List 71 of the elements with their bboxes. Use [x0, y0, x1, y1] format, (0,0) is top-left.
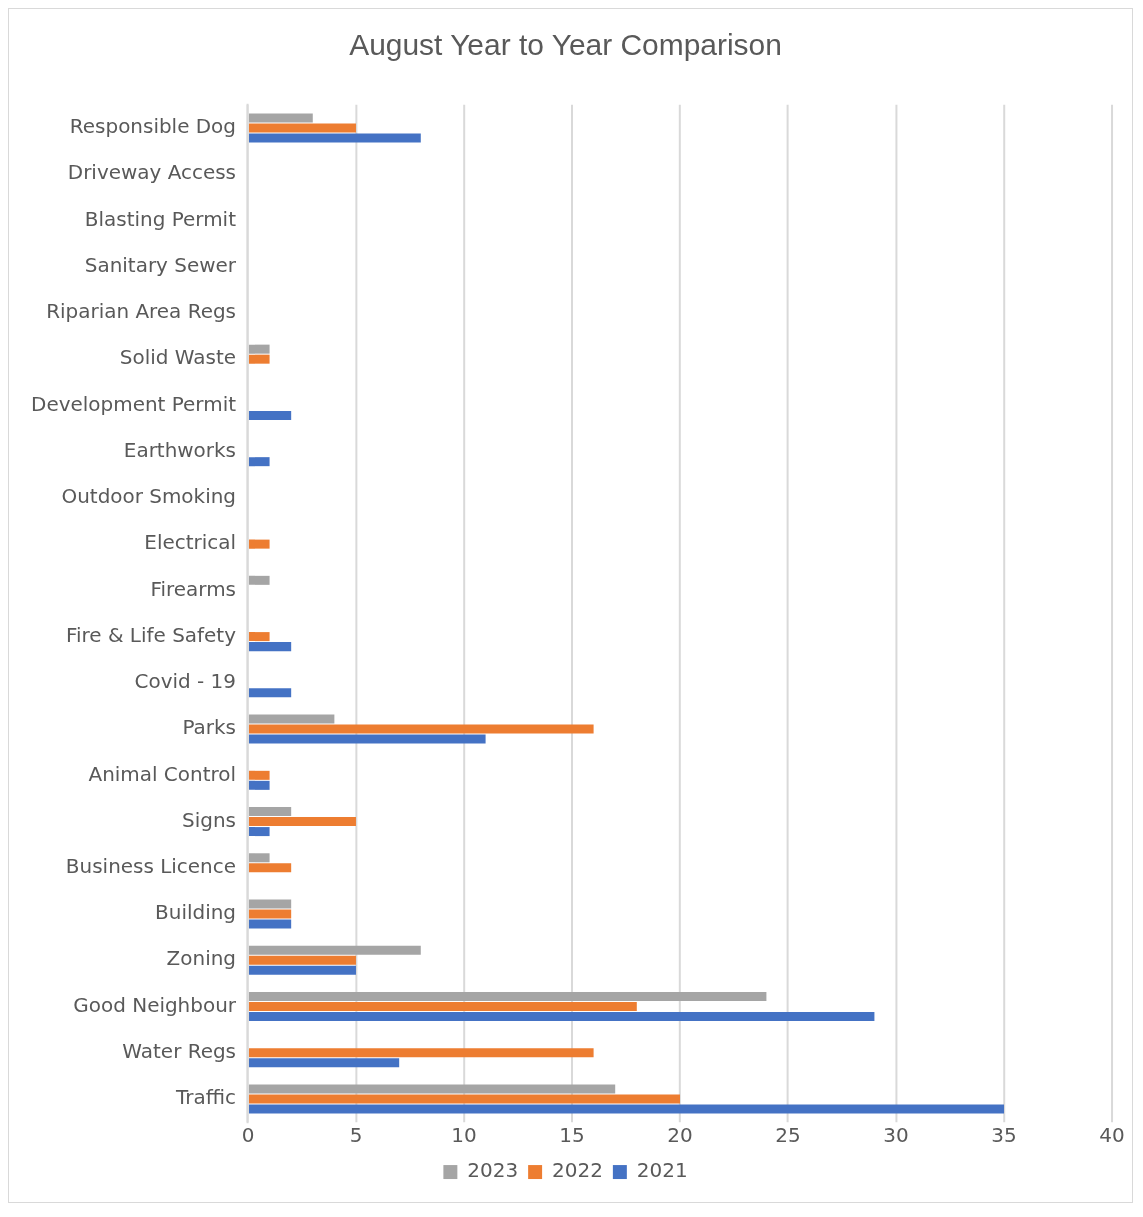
bar	[248, 539, 270, 549]
bar	[248, 133, 421, 143]
bar	[248, 1002, 637, 1012]
bar	[248, 688, 292, 698]
x-tick-label: 35	[991, 1123, 1017, 1148]
x-tick-label: 15	[559, 1123, 585, 1148]
y-tick-label: Sanitary Sewer	[84, 252, 237, 277]
y-tick-label: Blasting Permit	[84, 206, 237, 231]
bar	[248, 780, 270, 790]
y-tick-label: Traffic	[175, 1085, 236, 1110]
bar	[248, 354, 270, 364]
bar	[248, 770, 270, 780]
chart-title: August Year to Year Comparison	[349, 28, 782, 62]
bar	[248, 1084, 616, 1094]
y-tick-label: Covid - 19	[134, 669, 236, 694]
x-tick-label: 10	[451, 1123, 477, 1148]
bar	[248, 807, 292, 817]
x-tick-label: 40	[1099, 1123, 1125, 1148]
bar	[248, 714, 335, 724]
legend-label: 2023	[467, 1158, 519, 1183]
bar	[248, 123, 356, 133]
bar	[248, 734, 486, 744]
y-tick-label: Firearms	[150, 576, 236, 601]
x-tick-label: 20	[667, 1123, 693, 1148]
bar	[248, 1058, 400, 1068]
y-tick-label: Zoning	[166, 946, 236, 971]
bar	[248, 899, 292, 909]
bar	[248, 955, 356, 965]
bar	[248, 1048, 594, 1058]
x-tick-label: 5	[349, 1123, 363, 1148]
y-tick-label: Business Licence	[65, 854, 236, 878]
y-tick-label: Good Neighbour	[73, 992, 237, 1017]
bar	[248, 410, 292, 420]
y-tick-label: Riparian Area Regs	[46, 299, 236, 324]
bar	[248, 817, 356, 827]
x-tick-label: 30	[883, 1123, 909, 1148]
bar	[248, 909, 292, 919]
bar	[248, 992, 767, 1002]
bar	[248, 919, 292, 929]
bar	[248, 853, 270, 863]
y-tick-label: Building	[155, 900, 236, 925]
y-tick-label: Responsible Dog	[69, 114, 236, 139]
y-tick-label: Earthworks	[123, 437, 236, 462]
y-tick-label: Parks	[182, 715, 236, 740]
bar	[248, 642, 292, 652]
bar	[248, 575, 270, 585]
bar	[248, 724, 594, 734]
bar	[248, 632, 270, 642]
bar	[248, 1094, 680, 1104]
y-tick-label: Signs	[182, 807, 236, 832]
y-tick-label: Animal Control	[88, 761, 236, 786]
x-tick-label: 25	[775, 1123, 801, 1148]
bar	[248, 344, 270, 354]
bar	[248, 827, 270, 837]
x-tick-label: 0	[241, 1123, 255, 1148]
bar	[248, 457, 270, 467]
bar	[248, 1012, 875, 1022]
y-tick-label: Driveway Access	[67, 160, 236, 185]
bar	[248, 965, 356, 975]
y-tick-label: Outdoor Smoking	[61, 484, 236, 509]
y-tick-label: Water Regs	[122, 1038, 236, 1063]
bar	[248, 113, 313, 123]
y-tick-label: Fire & Life Safety	[66, 622, 237, 647]
bar	[248, 1104, 1005, 1114]
y-tick-label: Development Permit	[31, 391, 237, 416]
legend-label: 2022	[552, 1158, 603, 1183]
y-tick-label: Electrical	[144, 530, 236, 555]
legend-label: 2021	[636, 1158, 688, 1183]
y-tick-label: Solid Waste	[119, 345, 236, 370]
bar	[248, 863, 292, 873]
bar	[248, 945, 421, 955]
